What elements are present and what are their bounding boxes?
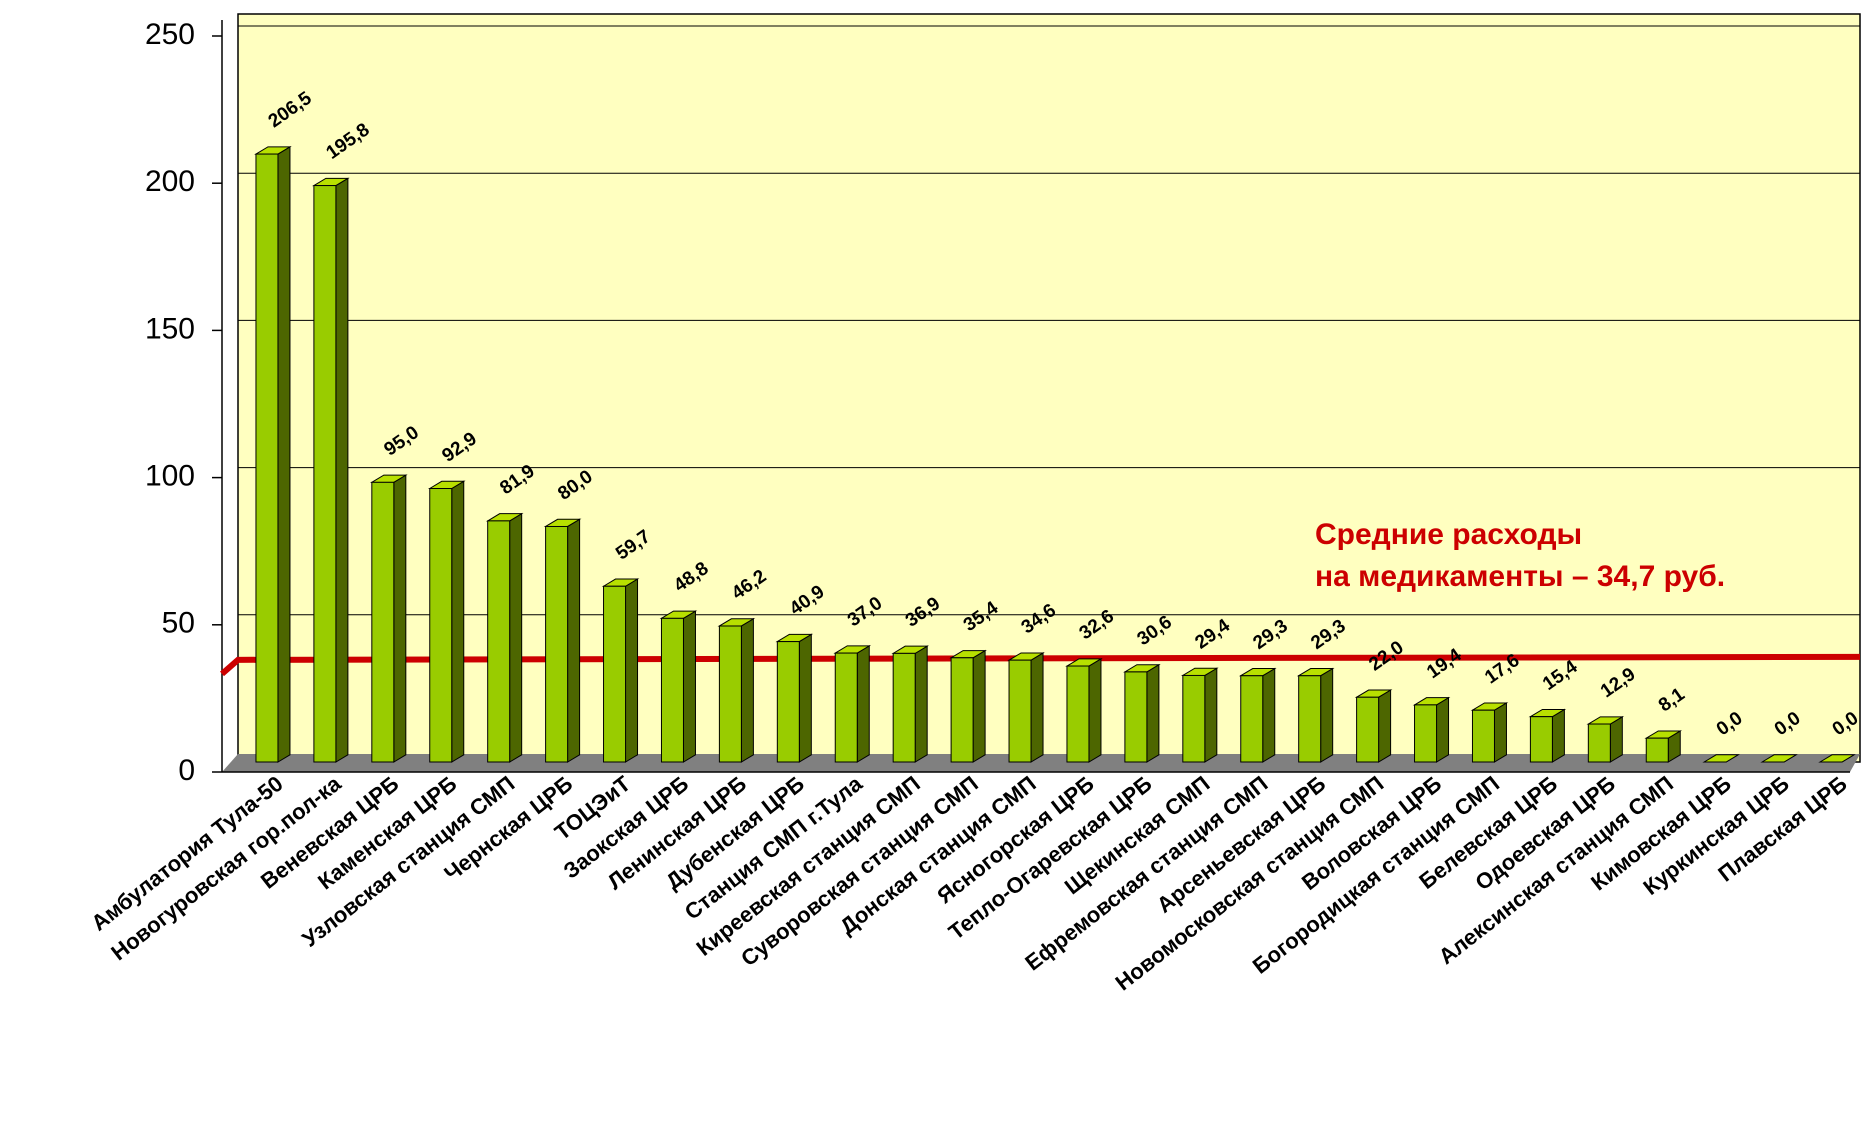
bar-side [682, 610, 696, 763]
bar [1471, 709, 1495, 763]
average-line [220, 653, 1861, 677]
bar-side [740, 617, 754, 763]
bar-top [1818, 754, 1856, 763]
bar-side [856, 644, 870, 763]
bar [834, 652, 858, 763]
bar-side [625, 578, 639, 763]
bar-side [393, 474, 407, 763]
y-tick-label: 100 [145, 460, 195, 493]
bar [1182, 674, 1206, 763]
bar-side [1146, 663, 1160, 763]
bar [776, 641, 800, 763]
bar-top [1702, 754, 1740, 763]
plot-background [237, 13, 1861, 763]
bar [950, 657, 974, 763]
y-tick-label: 50 [162, 607, 195, 640]
bar [313, 185, 337, 763]
bar-side [567, 518, 581, 763]
bar-side [1030, 652, 1044, 763]
bar-side [1320, 667, 1334, 763]
bar [603, 585, 627, 763]
bar [1645, 737, 1669, 763]
bar-side [798, 633, 812, 763]
bar [371, 481, 395, 763]
bar [1356, 696, 1380, 763]
bar [1298, 675, 1322, 763]
bar [255, 153, 279, 763]
bar [660, 617, 684, 763]
annotation: Средние расходы [1315, 518, 1582, 551]
bar [892, 652, 916, 763]
bar [1414, 704, 1438, 763]
y-tick-label: 150 [145, 312, 195, 345]
bar-side [1088, 657, 1102, 763]
y-tick-label: 0 [178, 754, 195, 787]
bar [487, 520, 511, 763]
bar-side [277, 145, 291, 763]
bar [1124, 671, 1148, 763]
bar-side [1551, 708, 1565, 763]
bar-side [1436, 696, 1450, 763]
bar [1587, 723, 1611, 763]
y-tick-label: 200 [145, 165, 195, 198]
y-tick-label: 250 [145, 18, 195, 51]
bar-side [1378, 689, 1392, 763]
bar-side [335, 177, 349, 763]
bar-side [451, 480, 465, 763]
bar [545, 525, 569, 763]
bar-side [972, 649, 986, 763]
bar [1008, 659, 1032, 763]
annotation: на медикаменты – 34,7 руб. [1315, 560, 1725, 593]
bar-side [914, 645, 928, 763]
bar [429, 488, 453, 763]
bar [718, 625, 742, 763]
bar [1240, 675, 1264, 763]
bar-side [1493, 702, 1507, 763]
bar-side [1609, 715, 1623, 763]
bar-top [1760, 754, 1798, 763]
bar-side [509, 512, 523, 763]
bar-side [1262, 667, 1276, 763]
bar-side [1204, 667, 1218, 763]
bar [1066, 665, 1090, 763]
bar [1529, 716, 1553, 763]
